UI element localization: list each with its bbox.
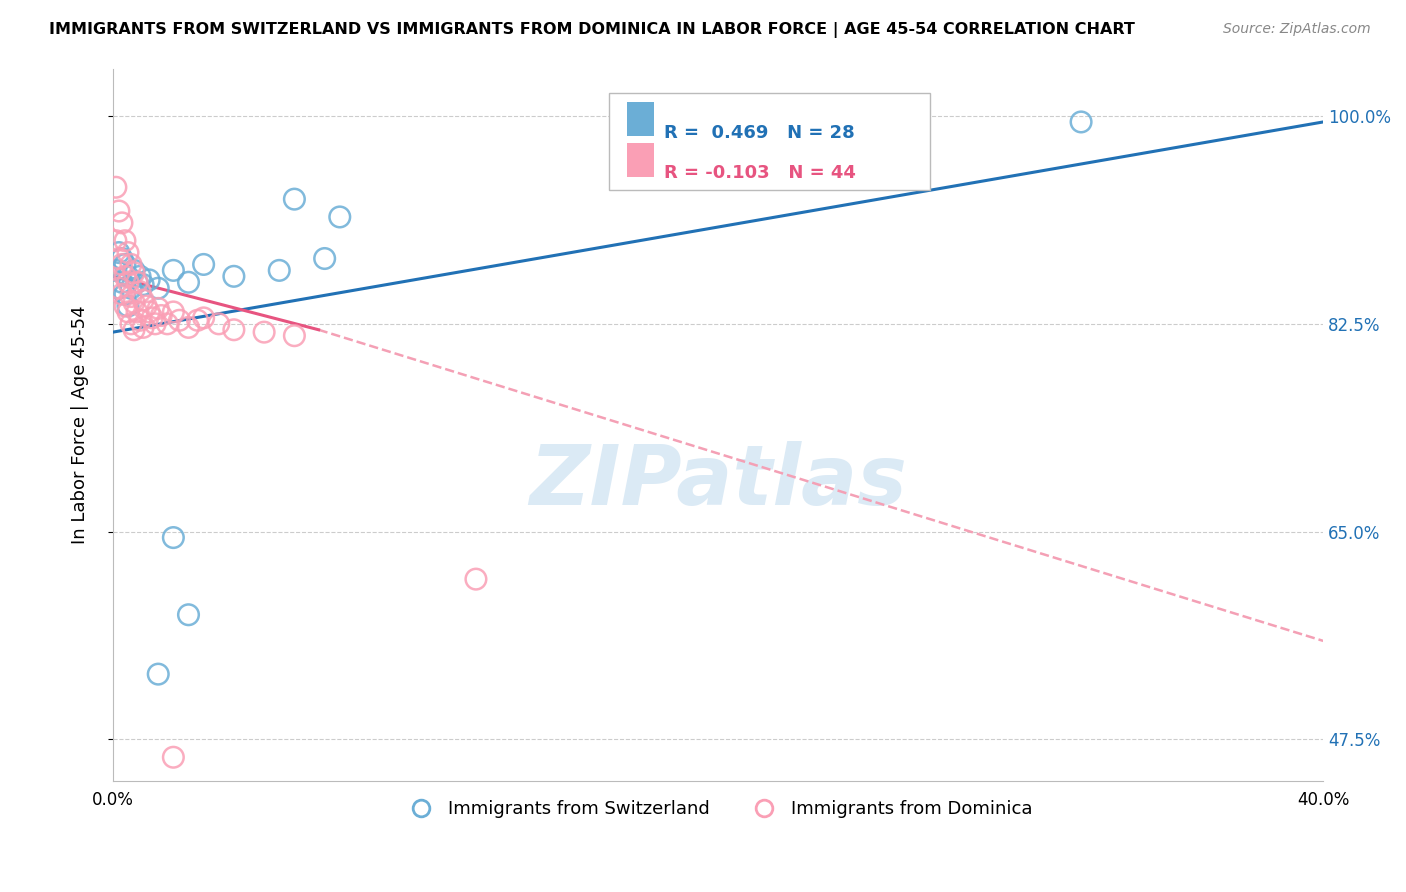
Legend: Immigrants from Switzerland, Immigrants from Dominica: Immigrants from Switzerland, Immigrants … bbox=[396, 793, 1040, 825]
Point bbox=[269, 263, 291, 277]
Point bbox=[104, 234, 127, 248]
Point bbox=[329, 210, 352, 224]
Text: IMMIGRANTS FROM SWITZERLAND VS IMMIGRANTS FROM DOMINICA IN LABOR FORCE | AGE 45-: IMMIGRANTS FROM SWITZERLAND VS IMMIGRANT… bbox=[49, 22, 1135, 38]
Point bbox=[125, 275, 148, 289]
Point bbox=[114, 269, 136, 284]
Point bbox=[125, 275, 148, 289]
Point bbox=[314, 252, 336, 266]
Bar bbox=[627, 143, 654, 178]
Point bbox=[148, 667, 170, 681]
Point bbox=[132, 320, 155, 334]
Point bbox=[162, 750, 184, 764]
Point bbox=[117, 245, 139, 260]
Point bbox=[111, 257, 134, 271]
Point bbox=[193, 257, 215, 271]
Point bbox=[169, 313, 191, 327]
Point bbox=[122, 266, 145, 280]
Point bbox=[193, 310, 215, 325]
Point bbox=[283, 328, 305, 343]
Point bbox=[141, 310, 163, 325]
Point bbox=[132, 277, 155, 292]
Text: R = -0.103   N = 44: R = -0.103 N = 44 bbox=[664, 164, 855, 182]
Point bbox=[177, 320, 200, 334]
Point bbox=[117, 305, 139, 319]
Text: Source: ZipAtlas.com: Source: ZipAtlas.com bbox=[1223, 22, 1371, 37]
Point bbox=[138, 305, 160, 319]
Point bbox=[108, 281, 131, 295]
Point bbox=[114, 234, 136, 248]
Text: R =  0.469   N = 28: R = 0.469 N = 28 bbox=[664, 124, 855, 142]
Point bbox=[114, 257, 136, 271]
Point bbox=[162, 305, 184, 319]
Point bbox=[253, 325, 276, 339]
Point bbox=[117, 299, 139, 313]
Point bbox=[129, 269, 152, 284]
Point bbox=[108, 281, 131, 295]
Point bbox=[104, 263, 127, 277]
Point bbox=[150, 309, 173, 323]
Point bbox=[222, 323, 245, 337]
Point bbox=[148, 281, 170, 295]
Point bbox=[117, 269, 139, 284]
Point bbox=[125, 305, 148, 319]
Point bbox=[111, 275, 134, 289]
Point bbox=[114, 287, 136, 301]
Point bbox=[187, 313, 209, 327]
Point bbox=[108, 204, 131, 219]
Point bbox=[177, 275, 200, 289]
Point bbox=[148, 301, 170, 316]
Point bbox=[117, 275, 139, 289]
FancyBboxPatch shape bbox=[609, 94, 929, 190]
Point bbox=[120, 257, 142, 271]
Point bbox=[222, 269, 245, 284]
Point bbox=[120, 289, 142, 303]
Point bbox=[162, 263, 184, 277]
Point bbox=[129, 313, 152, 327]
Point bbox=[111, 287, 134, 301]
Point bbox=[108, 245, 131, 260]
Point bbox=[108, 252, 131, 266]
Point bbox=[135, 299, 157, 313]
Text: ZIPatlas: ZIPatlas bbox=[529, 442, 907, 522]
Point bbox=[122, 263, 145, 277]
Point bbox=[143, 317, 166, 331]
Y-axis label: In Labor Force | Age 45-54: In Labor Force | Age 45-54 bbox=[72, 305, 89, 544]
Point bbox=[465, 572, 488, 586]
Point bbox=[122, 295, 145, 310]
Point bbox=[138, 273, 160, 287]
Point bbox=[129, 285, 152, 299]
Point bbox=[120, 281, 142, 295]
Bar bbox=[627, 102, 654, 136]
Point bbox=[283, 192, 305, 206]
Point bbox=[120, 317, 142, 331]
Point bbox=[208, 317, 231, 331]
Point bbox=[132, 293, 155, 307]
Point bbox=[156, 317, 179, 331]
Point bbox=[1070, 115, 1092, 129]
Point bbox=[162, 531, 184, 545]
Point bbox=[177, 607, 200, 622]
Point bbox=[111, 216, 134, 230]
Point bbox=[114, 299, 136, 313]
Point bbox=[122, 323, 145, 337]
Point bbox=[111, 252, 134, 266]
Point bbox=[104, 180, 127, 194]
